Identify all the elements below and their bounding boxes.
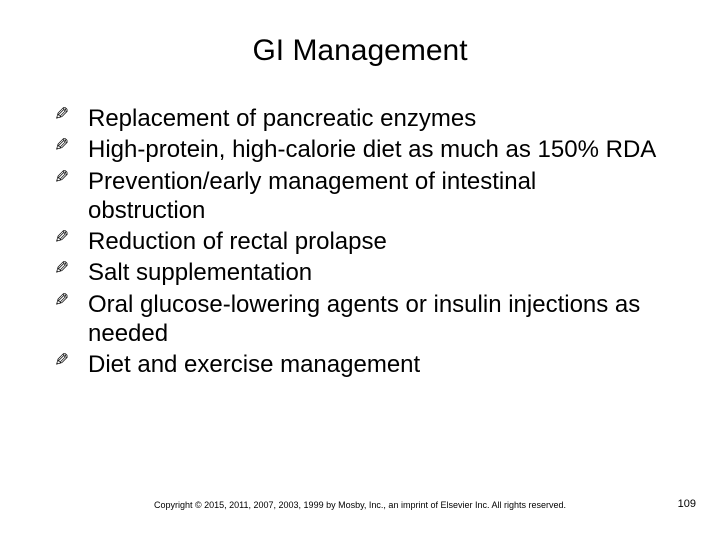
bullet-list: Replacement of pancreatic enzymes High-p… <box>54 104 660 379</box>
slide-content: Replacement of pancreatic enzymes High-p… <box>0 104 720 379</box>
list-item: Reduction of rectal prolapse <box>54 227 660 256</box>
list-item: Prevention/early management of intestina… <box>54 167 660 226</box>
list-item: Salt supplementation <box>54 258 660 287</box>
list-item: High-protein, high-calorie diet as much … <box>54 135 660 164</box>
page-number: 109 <box>678 498 696 510</box>
list-item: Oral glucose-lowering agents or insulin … <box>54 290 660 349</box>
slide: GI Management Replacement of pancreatic … <box>0 0 720 540</box>
list-item: Diet and exercise management <box>54 350 660 379</box>
slide-title: GI Management <box>0 34 720 68</box>
list-item: Replacement of pancreatic enzymes <box>54 104 660 133</box>
footer: Copyright © 2015, 2011, 2007, 2003, 1999… <box>0 500 720 510</box>
copyright-text: Copyright © 2015, 2011, 2007, 2003, 1999… <box>0 500 720 510</box>
